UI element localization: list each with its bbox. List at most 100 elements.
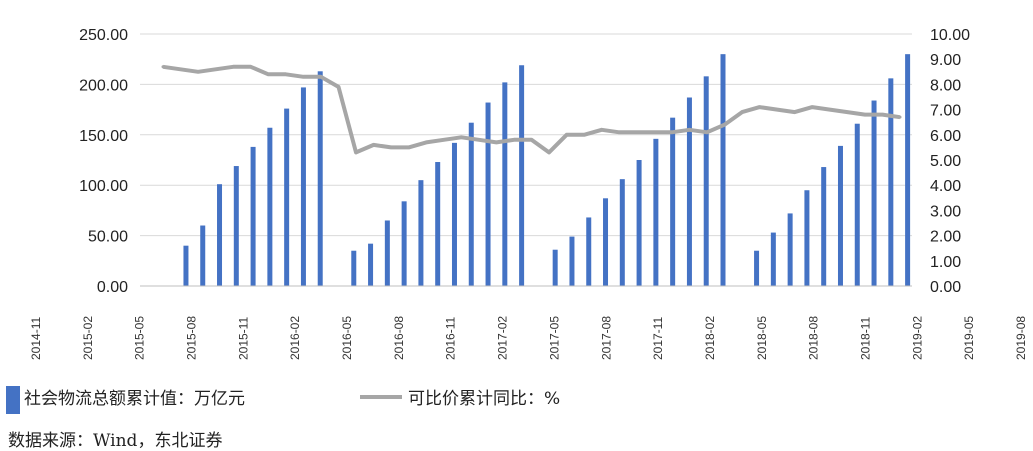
bar: [468, 122, 474, 286]
x-tick-label: 2019-02: [910, 316, 924, 360]
x-tick-label: 2018-08: [807, 316, 821, 360]
x-axis: 2014-11 2015-02 2015-05 2015-08 2015-11 2016-…: [29, 285, 1028, 360]
line-point: [231, 65, 235, 69]
y-right-tick-label: 1.00: [930, 254, 961, 271]
bar: [871, 100, 877, 286]
line-point: [179, 67, 183, 71]
bar: [770, 232, 776, 286]
bar: [619, 179, 625, 286]
line-point: [354, 150, 358, 154]
line-point: [442, 138, 446, 142]
y-right-tick-label: 0.00: [930, 279, 961, 296]
x-tick-label: 2017-05: [547, 316, 561, 360]
y-right-tick-label: 5.00: [930, 153, 961, 170]
line-point: [845, 110, 849, 114]
line-point: [863, 113, 867, 117]
x-tick-label: 2016-02: [288, 316, 302, 360]
x-tick-label: 2017-02: [496, 316, 510, 360]
bar: [418, 180, 424, 286]
bar: [787, 213, 793, 286]
bar: [183, 245, 189, 286]
line-point: [196, 70, 200, 74]
line-point: [301, 75, 305, 79]
x-tick-label: 2015-02: [81, 316, 95, 360]
bar: [250, 146, 256, 286]
y-axis-right: 10.00 9.00 8.00 7.00 6.00 5.00 4.00 3.00 2.00 1.0…: [930, 27, 970, 296]
x-tick-label: 2018-11: [858, 317, 872, 360]
y-right-tick-label: 7.00: [930, 103, 961, 120]
x-tick-label: 2016-08: [392, 316, 406, 360]
line-point: [161, 65, 165, 69]
bar: [401, 201, 407, 286]
x-tick-label: 2016-11: [444, 317, 458, 360]
line-point: [635, 130, 639, 134]
line-point: [477, 138, 481, 142]
line-point: [424, 140, 428, 144]
line-point: [617, 130, 621, 134]
y-left-tick-label: 0.00: [97, 279, 128, 296]
y-right-tick-label: 2.00: [930, 229, 961, 246]
line-point: [547, 150, 551, 154]
x-tick-label: 2014-11: [29, 317, 43, 360]
bar: [703, 76, 709, 286]
y-left-tick-label: 50.00: [88, 229, 128, 246]
line-point: [336, 85, 340, 89]
bar: [603, 198, 609, 286]
bar: [284, 108, 290, 286]
line-point: [565, 133, 569, 137]
x-tick-label: 2015-05: [133, 316, 147, 360]
bar: [569, 236, 575, 286]
line-point: [775, 108, 779, 112]
line-point: [319, 75, 323, 79]
y-right-tick-label: 8.00: [930, 77, 961, 94]
line-point: [670, 130, 674, 134]
line-point: [810, 105, 814, 109]
y-right-tick-label: 9.00: [930, 52, 961, 69]
bar: [200, 225, 206, 286]
line-point: [687, 128, 691, 132]
y-right-tick-label: 3.00: [930, 203, 961, 220]
line-point: [284, 72, 288, 76]
y-left-tick-label: 150.00: [79, 128, 128, 145]
bar: [821, 167, 827, 286]
line-point: [512, 138, 516, 142]
bar: [267, 127, 273, 286]
legend: 社会物流总额累计值：万亿元 可比价累计同比：%: [6, 386, 560, 414]
line-point: [758, 105, 762, 109]
line-series: [161, 64, 902, 155]
bar: [670, 117, 676, 286]
bar: [888, 78, 894, 287]
source-note: 数据来源：Wind，东北证券: [8, 431, 223, 451]
x-tick-label: 2019-08: [1014, 316, 1028, 360]
x-tick-label: 2017-11: [651, 317, 665, 360]
legend-line-label: 可比价累计同比：%: [408, 389, 560, 409]
bar: [720, 54, 726, 286]
bar: [519, 65, 525, 286]
line-point: [723, 123, 727, 127]
bar-series: [183, 54, 911, 287]
line-point: [459, 135, 463, 139]
line-point: [389, 145, 393, 149]
bar: [754, 250, 760, 286]
bar: [451, 142, 457, 286]
y-axis-left: 250.00 200.00 150.00 100.00 50.00 0.00: [79, 27, 128, 296]
bar: [384, 220, 390, 286]
bar: [552, 249, 558, 286]
y-left-tick-label: 100.00: [79, 178, 128, 195]
line-point: [214, 67, 218, 71]
bar: [837, 145, 843, 286]
bar: [435, 162, 441, 286]
bar: [485, 102, 491, 286]
line-point: [249, 65, 253, 69]
y-left-tick-label: 250.00: [79, 27, 128, 44]
bar: [317, 71, 323, 287]
line-point: [372, 143, 376, 147]
x-tick-label: 2017-08: [599, 316, 613, 360]
bar: [905, 54, 911, 286]
bar: [300, 87, 306, 286]
line-point: [530, 138, 533, 142]
bar: [804, 190, 810, 286]
bar: [653, 138, 659, 286]
